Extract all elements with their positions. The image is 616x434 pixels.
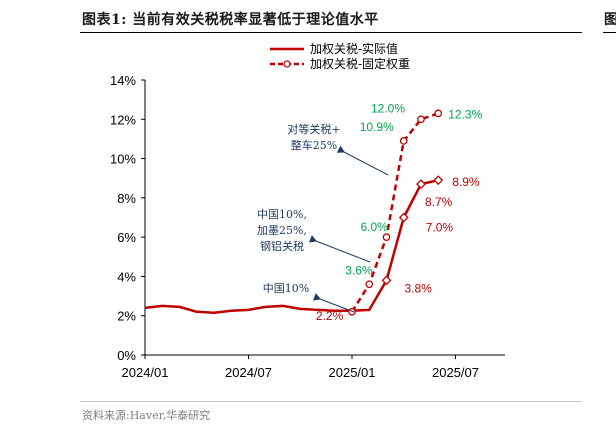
fixed-weight-point-marker	[348, 307, 356, 316]
fixed-weight-point-label: 3.6%	[345, 263, 373, 277]
y-tick-label: 12%	[110, 112, 136, 127]
fixed-weight-point-marker	[434, 109, 443, 118]
fixed-weight-point-label: 6.0%	[361, 220, 389, 234]
source-rule	[80, 401, 582, 402]
actual-point-marker	[416, 179, 426, 190]
chart-title: 图表1: 当前有效关税税率显著低于理论值水平	[82, 12, 379, 28]
y-tick-label: 6%	[117, 230, 136, 245]
annotation-text: 加墨25%,	[257, 224, 307, 237]
legend-marker-fixed-weight	[283, 60, 291, 68]
actual-point-label: 7.0%	[426, 221, 454, 235]
fixed-weight-point-marker	[399, 137, 408, 145]
series-line-actual	[144, 178, 439, 315]
annotation-arrow	[312, 293, 355, 313]
fixed-weight-point-label: 12.3%	[448, 107, 482, 121]
x-tick-label: 2025/01	[329, 365, 376, 380]
annotation-text: 钢铝关税	[260, 239, 304, 253]
actual-point-label: 3.8%	[405, 281, 433, 295]
y-tick-label: 14%	[110, 73, 136, 88]
next-chart-title-fragment: 图	[604, 12, 616, 28]
legend-label-fixed-weight: 加权关税-固定权重	[310, 56, 410, 71]
title-rule	[80, 32, 582, 33]
annotation-text: 对等关税+	[287, 122, 340, 136]
fixed-weight-point-marker	[417, 115, 425, 124]
actual-point-marker	[381, 275, 392, 286]
annotation-text: 中国10%,	[257, 208, 307, 221]
actual-point-label: 8.9%	[452, 175, 480, 189]
actual-point-marker	[433, 175, 444, 186]
legend-label-actual: 加权关税-实际值	[310, 41, 398, 56]
fixed-weight-point-marker	[382, 233, 391, 241]
y-tick-label: 2%	[117, 309, 136, 324]
actual-point-marker	[398, 212, 409, 223]
y-tick-label: 4%	[117, 269, 136, 284]
source-note: 资料来源:Haver,华泰研究	[82, 409, 211, 422]
actual-point-label: 2.2%	[316, 309, 344, 323]
fixed-weight-point-label: 10.9%	[360, 120, 394, 134]
annotation-text: 中国10%	[263, 282, 309, 295]
y-tick-label: 10%	[110, 152, 136, 167]
annotation-arrow	[336, 145, 389, 176]
x-tick-label: 2024/01	[122, 365, 169, 380]
fixed-weight-point-marker	[365, 280, 374, 289]
x-tick-label: 2025/07	[432, 365, 479, 380]
y-tick-label: 8%	[117, 191, 136, 206]
annotation-text: 整车25%	[291, 138, 337, 152]
actual-point-label: 8.7%	[425, 195, 453, 209]
annotation-arrow	[308, 235, 371, 263]
y-tick-label: 0%	[117, 348, 136, 363]
x-tick-label: 2024/07	[225, 365, 272, 380]
fixed-weight-point-label: 12.0%	[371, 101, 405, 115]
next-chart-title-rule	[603, 32, 616, 33]
